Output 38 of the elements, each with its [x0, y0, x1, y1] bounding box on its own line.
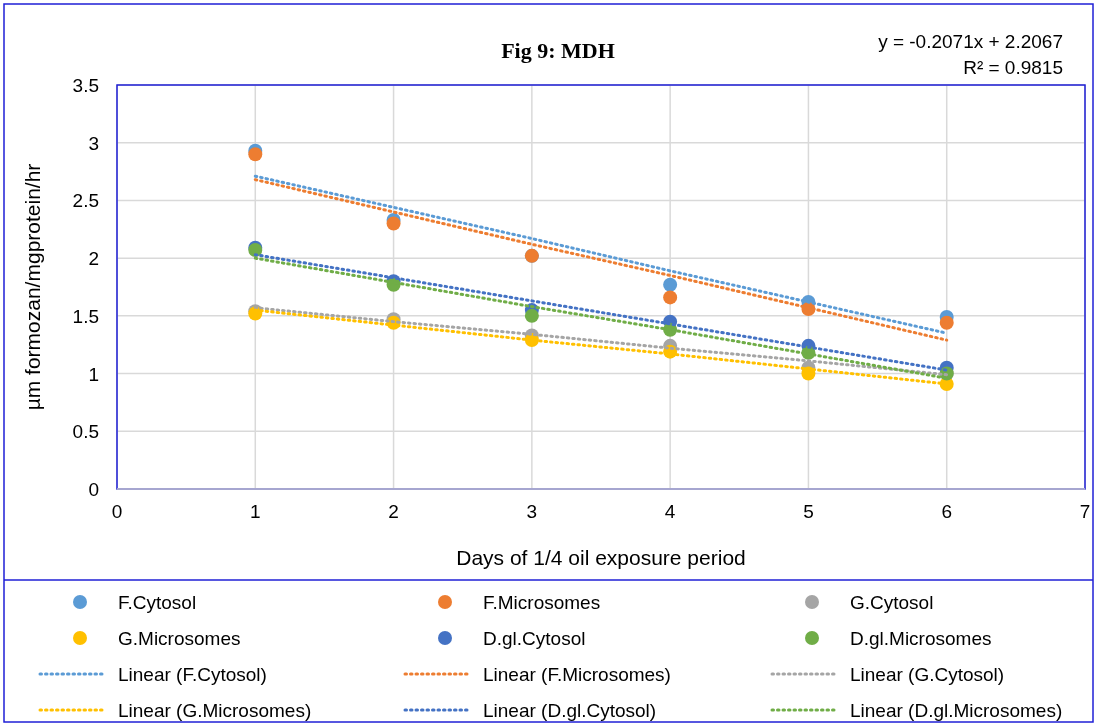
- x-tick-label: 7: [1079, 501, 1091, 522]
- y-axis-title: µm formozan/mgprotein/hr: [21, 163, 44, 411]
- legend-label: D.gl.Microsomes: [850, 628, 992, 649]
- legend-label: D.gl.Cytosol: [483, 628, 586, 649]
- x-tick-label: 0: [111, 501, 123, 522]
- x-tick-label: 3: [526, 501, 538, 522]
- y-tick-label: 2: [88, 248, 99, 270]
- point: [248, 147, 263, 162]
- y-tick-label: 3: [88, 132, 99, 154]
- legend-label: Linear (F.Microsomes): [483, 664, 671, 685]
- y-tick-label: 1.5: [72, 305, 99, 327]
- legend-label: Linear (G.Microsomes): [118, 700, 312, 721]
- text: y = -0.2071x + 2.2067: [878, 31, 1063, 52]
- legend-label: G.Microsomes: [118, 628, 241, 649]
- legend-label: G.Cytosol: [850, 592, 934, 613]
- y-tick-label: 1: [88, 363, 99, 385]
- x-tick-label: 6: [941, 501, 952, 522]
- chart-title: Fig 9: MDH: [501, 38, 615, 63]
- x-tick-label: 4: [664, 501, 676, 522]
- x-axis-title: Days of 1/4 oil exposure period: [456, 546, 746, 569]
- point: [939, 315, 954, 330]
- point: [663, 277, 678, 292]
- x-tick-label: 5: [803, 501, 814, 522]
- x-tick-label: 2: [388, 501, 399, 522]
- legend-label: F.Cytosol: [118, 592, 197, 613]
- y-tick-label: 2.5: [72, 190, 99, 212]
- text: R² = 0.9815: [963, 57, 1063, 78]
- point: [524, 308, 539, 323]
- y-tick-label: 0.5: [72, 421, 99, 443]
- legend-label: Linear (D.gl.Cytosol): [483, 700, 657, 721]
- y-tick-label: 0: [88, 479, 99, 500]
- point: [663, 290, 678, 305]
- y-tick-label: 3.5: [72, 75, 99, 96]
- legend-label: F.Microsomes: [483, 592, 601, 613]
- legend-label: Linear (F.Cytosol): [118, 664, 267, 685]
- legend-label: Linear (D.gl.Microsomes): [850, 700, 1063, 721]
- x-tick-label: 1: [250, 501, 261, 522]
- legend-label: Linear (G.Cytosol): [850, 664, 1005, 685]
